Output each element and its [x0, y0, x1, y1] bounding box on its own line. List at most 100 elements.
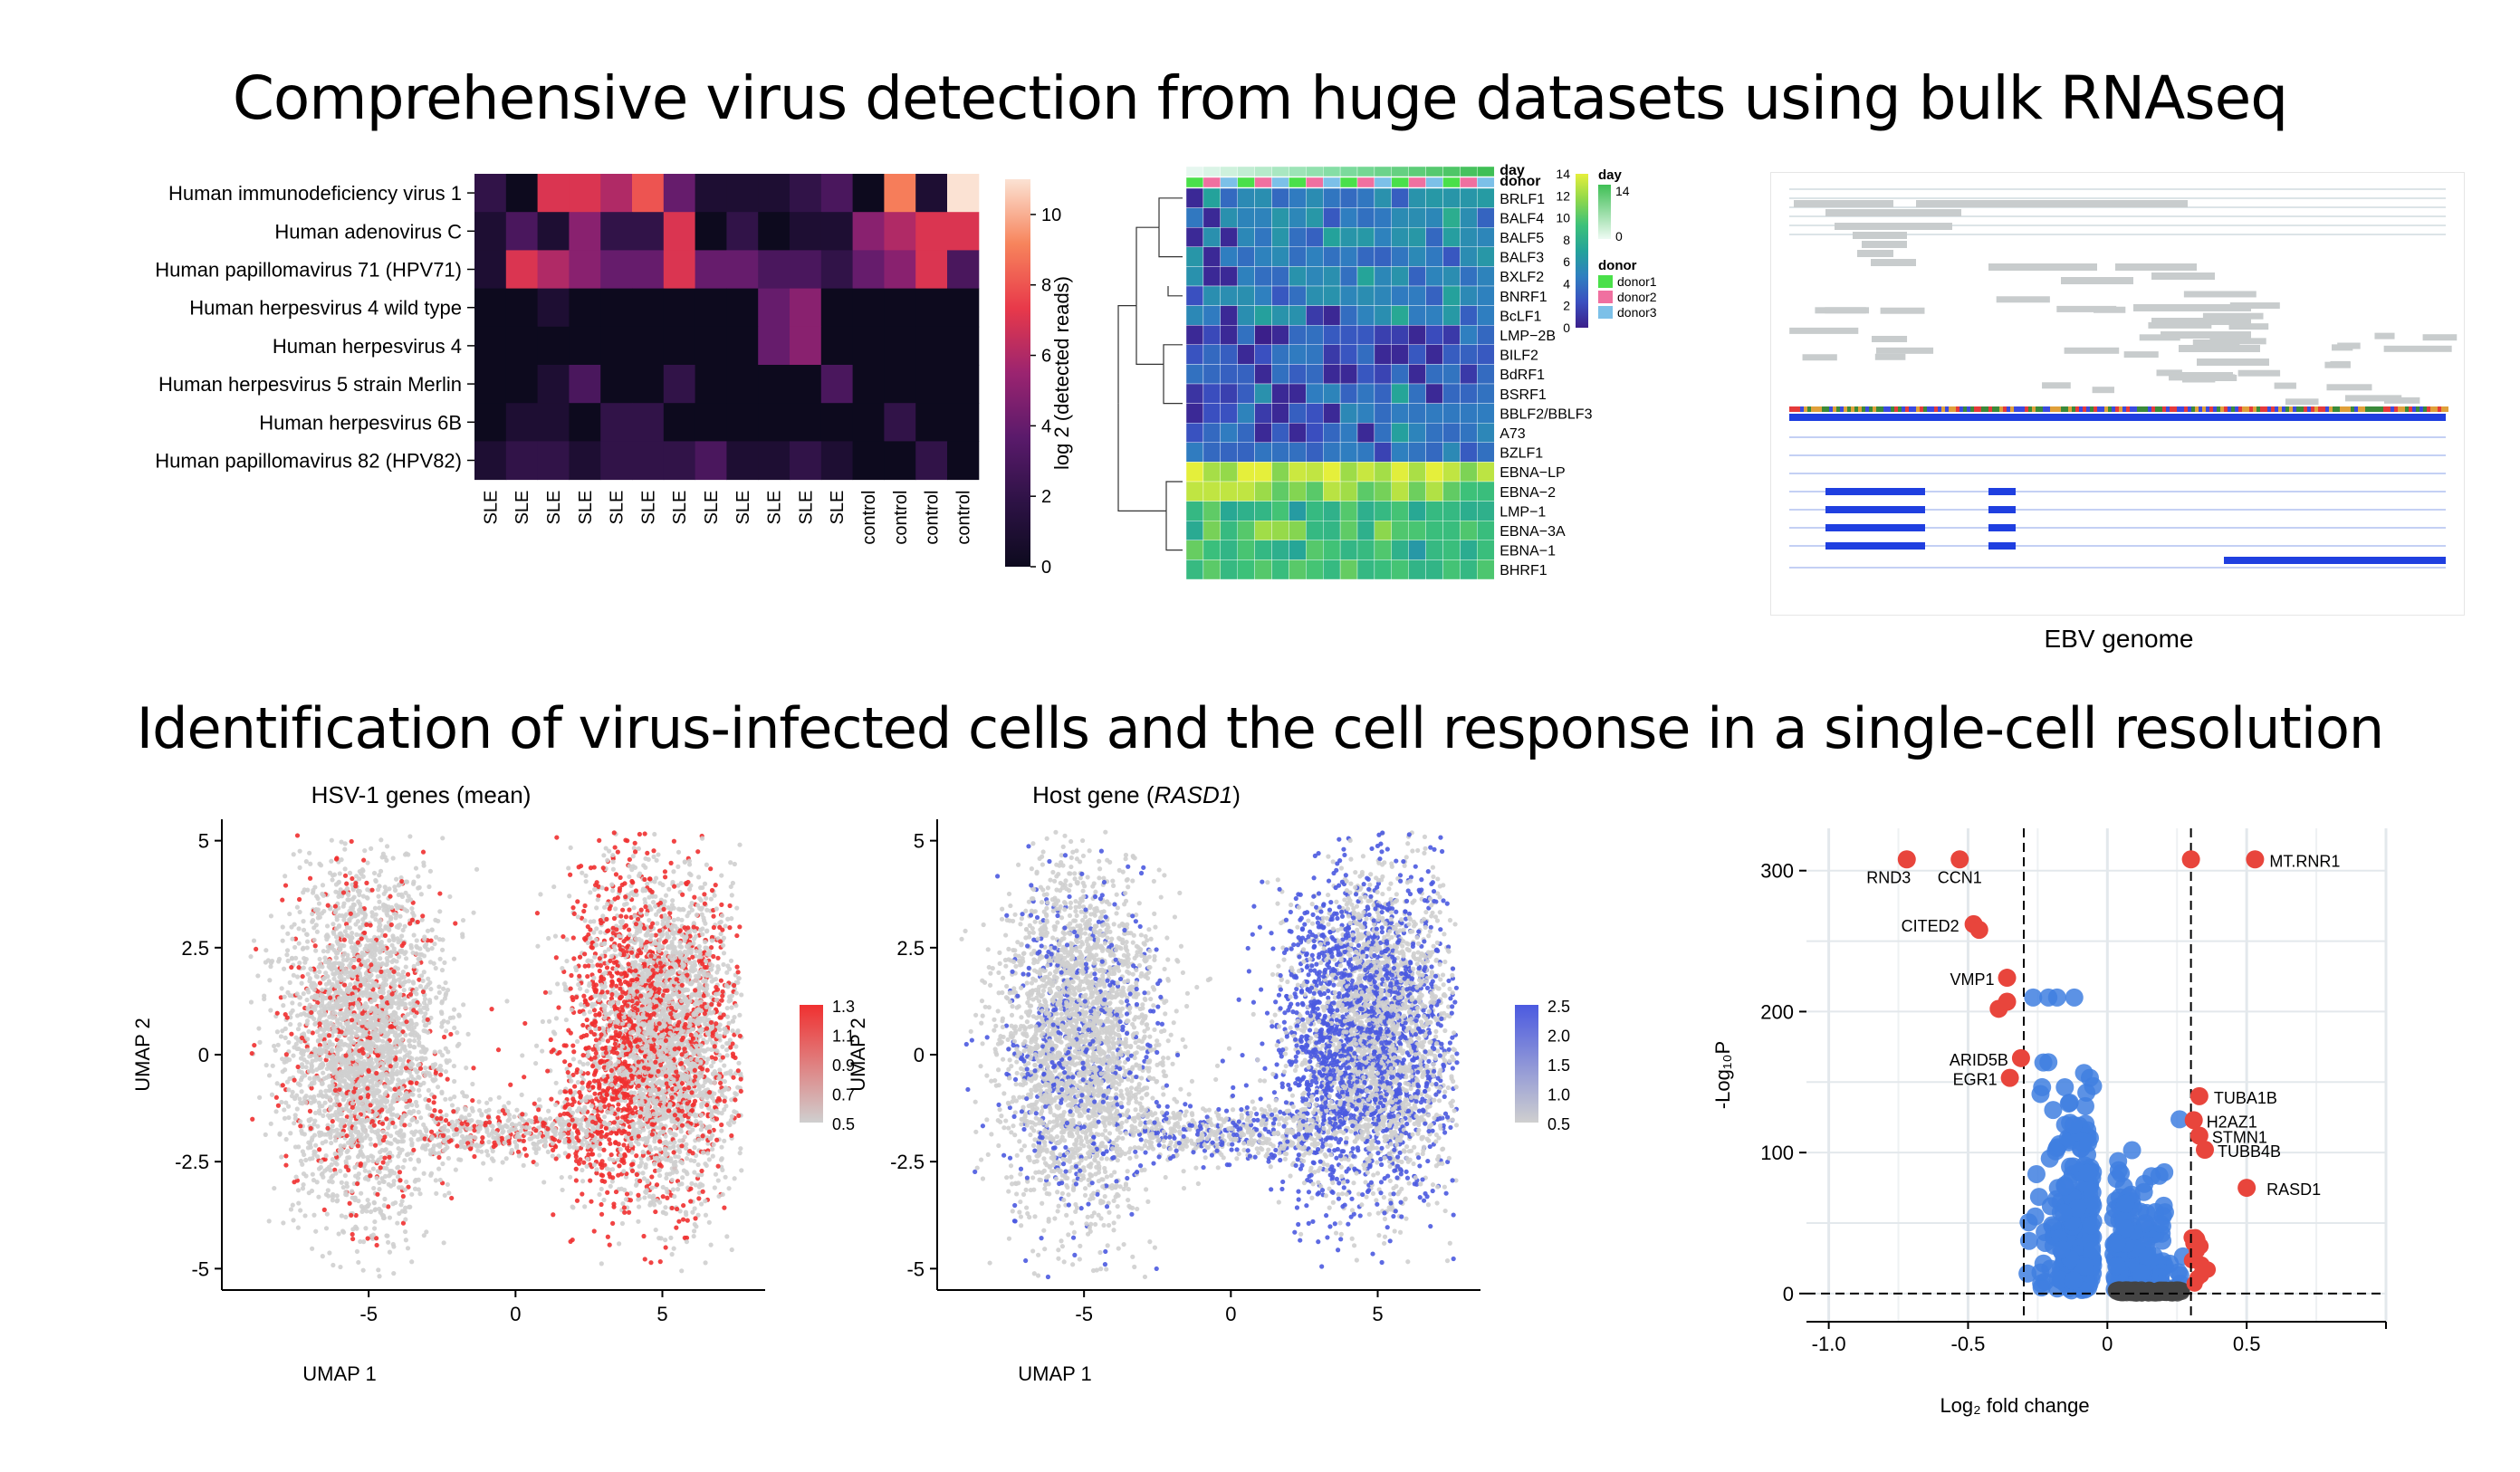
cell-point — [676, 864, 681, 869]
reference-base — [2235, 406, 2238, 412]
heatmap-cell — [600, 403, 633, 442]
reference-base — [2144, 406, 2148, 412]
cell-point — [345, 974, 350, 980]
heatmap-cell — [1237, 305, 1255, 326]
cell-point — [367, 1109, 372, 1114]
cell-point — [365, 1236, 370, 1241]
aligned-read — [1853, 232, 1907, 239]
heatmap-cell — [726, 288, 759, 328]
heatmap-cell — [1185, 383, 1204, 404]
cell-point — [315, 911, 321, 916]
cell-point — [320, 987, 325, 992]
cell-point — [426, 998, 433, 1003]
cell-point — [312, 907, 319, 913]
cell-point — [428, 986, 434, 992]
heatmap-cell — [1339, 226, 1358, 247]
reference-base — [1822, 406, 1825, 412]
cell-point — [359, 936, 364, 942]
cell-point — [380, 1038, 386, 1044]
heatmap-cell — [1391, 442, 1409, 463]
heatmap-cell — [632, 365, 665, 404]
cell-point — [409, 1102, 415, 1108]
cell-point — [376, 1267, 381, 1273]
cell-point — [452, 1025, 457, 1031]
heatmap-cell — [1460, 364, 1478, 385]
cell-point — [387, 886, 392, 892]
reference-base — [2043, 406, 2046, 412]
annotation-day — [1185, 166, 1204, 177]
cell-point — [585, 959, 590, 964]
cell-point — [359, 1123, 365, 1128]
heatmap-cell — [1322, 207, 1341, 228]
reference-base — [2257, 406, 2260, 412]
reference-base — [1804, 406, 1807, 412]
heatmap-cell — [1203, 403, 1222, 424]
heatmap-cell — [852, 212, 885, 251]
heatmap-cell — [852, 326, 885, 366]
reference-base — [2046, 406, 2050, 412]
cell-point — [460, 1090, 465, 1095]
cell-point — [624, 1191, 630, 1197]
cell-point — [594, 1096, 599, 1102]
cell-point — [306, 989, 311, 995]
cell-point — [407, 1156, 413, 1162]
cell-point — [268, 964, 273, 970]
cell-point — [455, 1030, 460, 1036]
annotation-donor — [1289, 177, 1307, 188]
heatmap-cell — [1322, 246, 1341, 267]
cell-point — [398, 1128, 404, 1133]
aligned-read — [1789, 327, 1859, 334]
reference-base — [2369, 406, 2372, 412]
cell-point — [322, 955, 328, 961]
cell-point — [368, 1079, 373, 1085]
dendrogram-branch — [1158, 227, 1183, 258]
cell-point — [291, 852, 296, 857]
cell-point — [250, 1116, 255, 1122]
cell-point — [371, 870, 378, 876]
aligned-read — [1874, 353, 1906, 360]
cell-point — [402, 1209, 407, 1215]
heatmap-cell — [1271, 324, 1289, 345]
heatmap-cell — [1306, 364, 1324, 385]
reference-base — [1949, 406, 1952, 412]
cell-point — [337, 1079, 343, 1085]
cell-point — [651, 1202, 657, 1208]
cell-point — [365, 938, 371, 943]
cell-point — [292, 1144, 299, 1150]
cell-point — [351, 964, 357, 970]
cell-point — [376, 946, 382, 951]
cell-point — [466, 1113, 472, 1118]
cell-point — [370, 993, 376, 999]
cell-point — [352, 1164, 358, 1171]
cell-point — [262, 993, 267, 999]
cell-point — [400, 1220, 407, 1226]
cell-point — [365, 1117, 370, 1123]
heatmap-cell — [1271, 540, 1289, 560]
aligned-read — [1857, 250, 1893, 257]
heatmap-cell — [1374, 187, 1392, 208]
heatmap-cell — [1356, 383, 1375, 404]
cell-point — [377, 873, 382, 878]
cell-point — [343, 1118, 349, 1123]
cell-point — [391, 969, 397, 974]
cell-point — [350, 994, 357, 1000]
cell-point — [347, 1045, 352, 1050]
cell-point — [357, 892, 362, 898]
reference-base — [1902, 406, 1905, 412]
cell-point — [325, 903, 331, 908]
heatmap-cell — [1237, 285, 1255, 306]
cell-point — [299, 980, 304, 986]
heatmap-cell — [1374, 344, 1392, 365]
aligned-read — [1880, 307, 1925, 314]
reference-base — [2394, 406, 2398, 412]
reference-base — [2039, 406, 2043, 412]
cell-point — [559, 1174, 564, 1180]
heatmap-cell — [1271, 285, 1289, 306]
heatmap-cell — [1271, 187, 1289, 208]
cell-point — [343, 912, 350, 917]
heatmap-cell — [1254, 324, 1272, 345]
cell-point — [354, 1083, 359, 1088]
cell-point — [305, 1006, 311, 1011]
cell-point — [441, 1240, 446, 1246]
cell-point — [442, 1192, 447, 1199]
